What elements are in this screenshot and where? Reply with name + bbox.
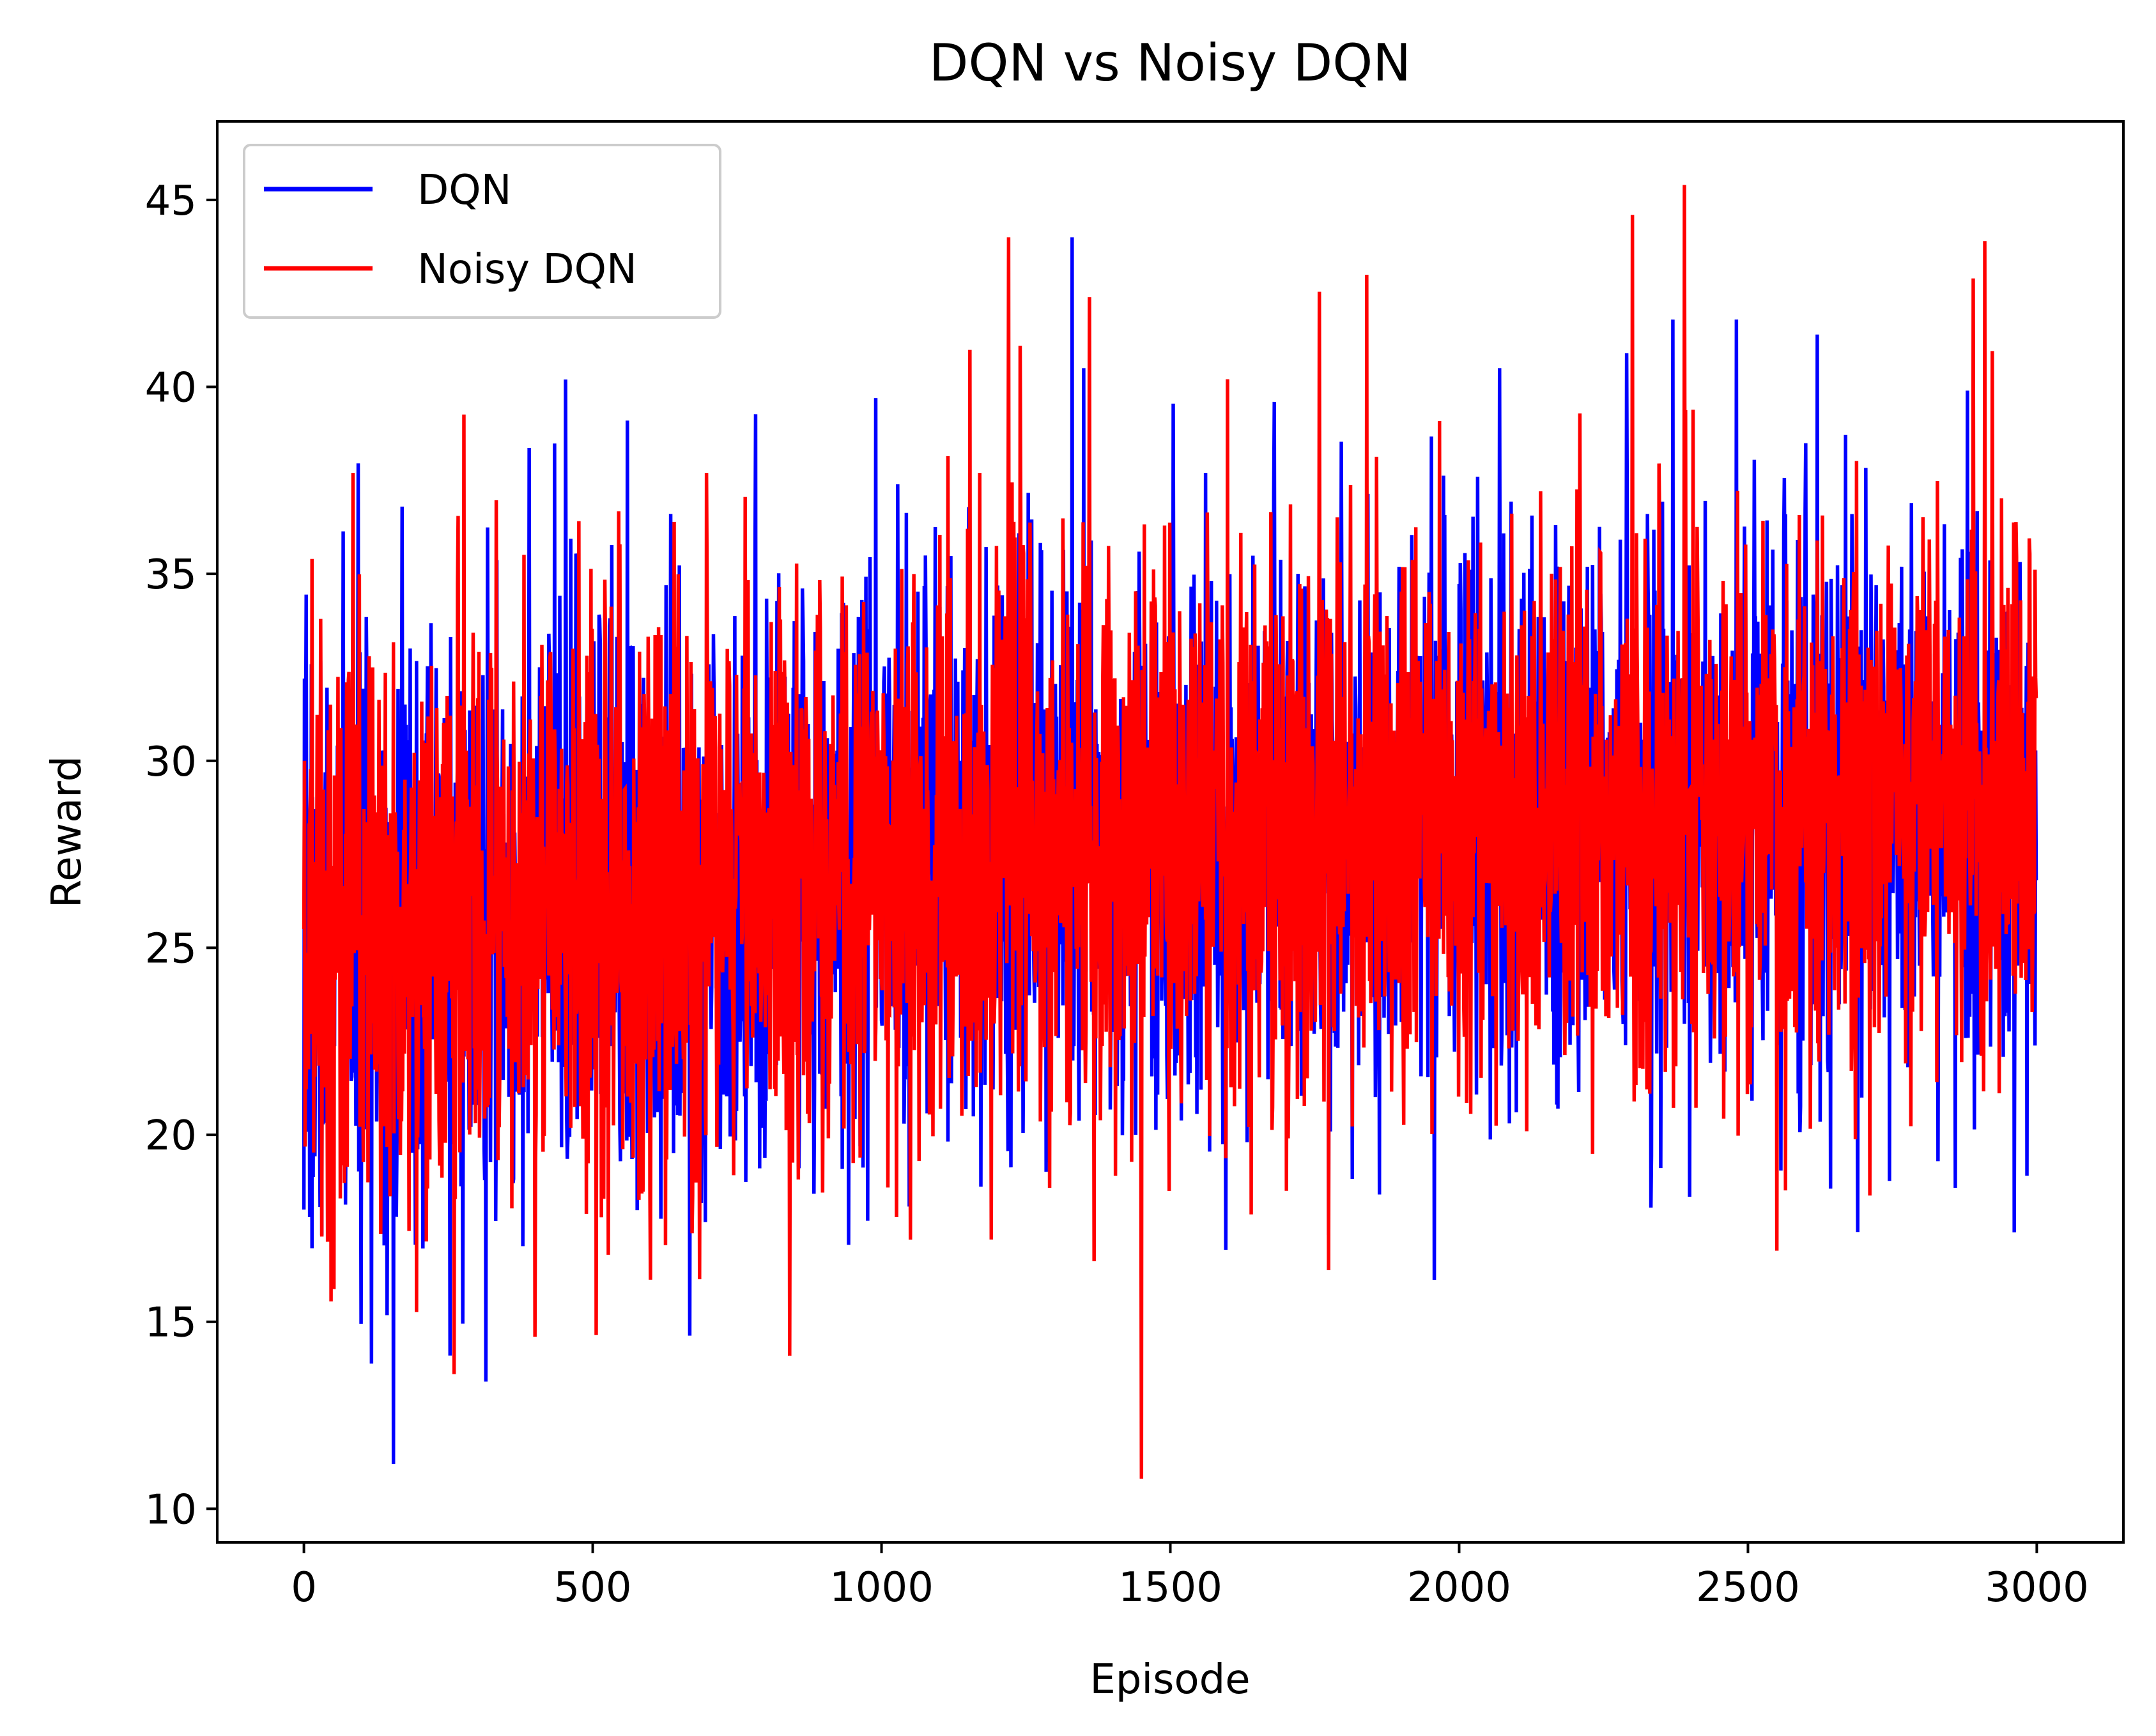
- y-tick-label: 10: [145, 1486, 197, 1533]
- x-tick-label: 0: [291, 1564, 317, 1611]
- x-tick-label: 1000: [829, 1564, 934, 1611]
- y-tick-label: 25: [145, 925, 197, 972]
- x-tick-label: 2500: [1696, 1564, 1800, 1611]
- x-tick-label: 2000: [1407, 1564, 1511, 1611]
- y-tick-label: 20: [145, 1112, 197, 1160]
- series-line-noisy-dqn: [302, 185, 2038, 1479]
- y-tick-label: 30: [145, 739, 197, 786]
- x-axis-label: Episode: [1090, 1656, 1250, 1703]
- legend: DQN Noisy DQN: [243, 144, 721, 319]
- legend-label-dqn: DQN: [417, 167, 512, 214]
- x-axis: 0 500 1000 1500 2000 2500 3000: [291, 1542, 2089, 1611]
- chart-title: DQN vs Noisy DQN: [929, 33, 1411, 93]
- x-tick-label: 1500: [1118, 1564, 1222, 1611]
- y-tick-label: 35: [145, 551, 197, 599]
- series-layer: [302, 185, 2038, 1479]
- legend-label-noisy-dqn: Noisy DQN: [417, 246, 637, 293]
- y-tick-label: 45: [145, 178, 197, 225]
- y-axis: 10 15 20 25 30 35 40 45: [145, 178, 217, 1533]
- y-tick-label: 40: [145, 365, 197, 412]
- x-tick-label: 3000: [1985, 1564, 2089, 1611]
- y-tick-label: 15: [145, 1300, 197, 1347]
- x-tick-label: 500: [553, 1564, 631, 1611]
- y-axis-label: Reward: [43, 756, 91, 908]
